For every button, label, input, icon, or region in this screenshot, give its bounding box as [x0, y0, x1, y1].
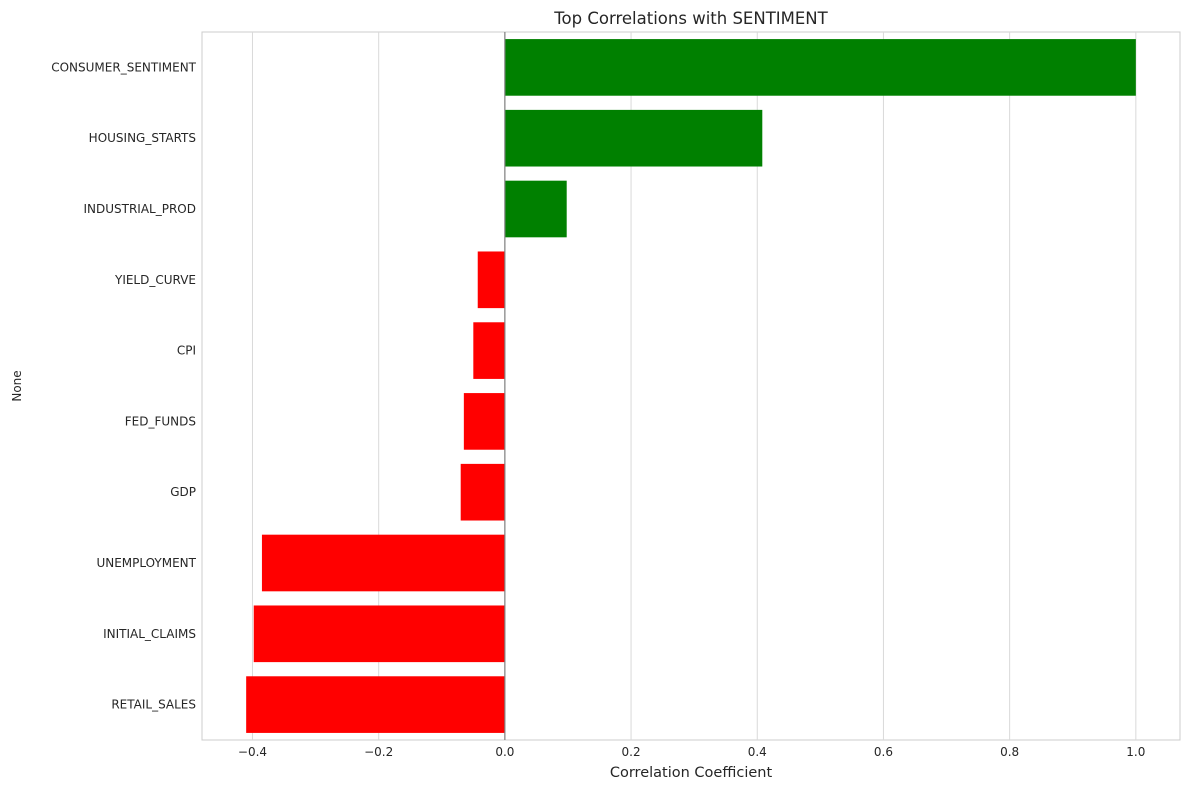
y-tick-label: INITIAL_CLAIMS — [103, 627, 196, 641]
y-tick-label: UNEMPLOYMENT — [96, 556, 196, 570]
bar — [246, 676, 505, 733]
x-tick-label: 0.6 — [874, 745, 893, 759]
x-tick-label: 0.4 — [748, 745, 767, 759]
y-tick-label: FED_FUNDS — [125, 414, 196, 428]
bar — [460, 463, 505, 521]
y-tick-label: GDP — [170, 485, 196, 499]
x-tick-label: 0.8 — [1000, 745, 1019, 759]
chart-title: Top Correlations with SENTIMENT — [553, 9, 828, 28]
y-tick-labels: CONSUMER_SENTIMENT HOUSING_STARTS INDUSTRI… — [51, 60, 196, 711]
x-tick-label: 1.0 — [1126, 745, 1145, 759]
plot-frame — [201, 31, 1181, 741]
bars — [246, 39, 1136, 733]
y-tick-label: CPI — [177, 344, 196, 358]
x-tick-label: −0.4 — [238, 745, 267, 759]
x-axis-label: Correlation Coefficient — [610, 765, 773, 781]
x-tick-label: −0.2 — [364, 745, 393, 759]
bar — [463, 393, 505, 450]
y-axis-label: None — [10, 370, 24, 401]
bar — [473, 322, 505, 379]
y-tick-label: INDUSTRIAL_PROD — [83, 202, 196, 216]
x-tick-label: 0.0 — [495, 745, 514, 759]
bar — [477, 251, 505, 309]
bar — [504, 109, 763, 167]
y-tick-label: CONSUMER_SENTIMENT — [51, 60, 196, 74]
y-tick-label: RETAIL_SALES — [111, 698, 196, 712]
bar — [253, 605, 505, 663]
x-tick-label: 0.2 — [622, 745, 641, 759]
bar — [504, 39, 1136, 96]
bar — [261, 534, 505, 592]
y-tick-label: YIELD_CURVE — [114, 273, 196, 287]
x-tick-labels: −0.4 −0.2 0.0 0.2 0.4 0.6 0.8 1.0 — [238, 745, 1145, 759]
bar — [504, 180, 567, 238]
y-tick-label: HOUSING_STARTS — [89, 131, 196, 145]
